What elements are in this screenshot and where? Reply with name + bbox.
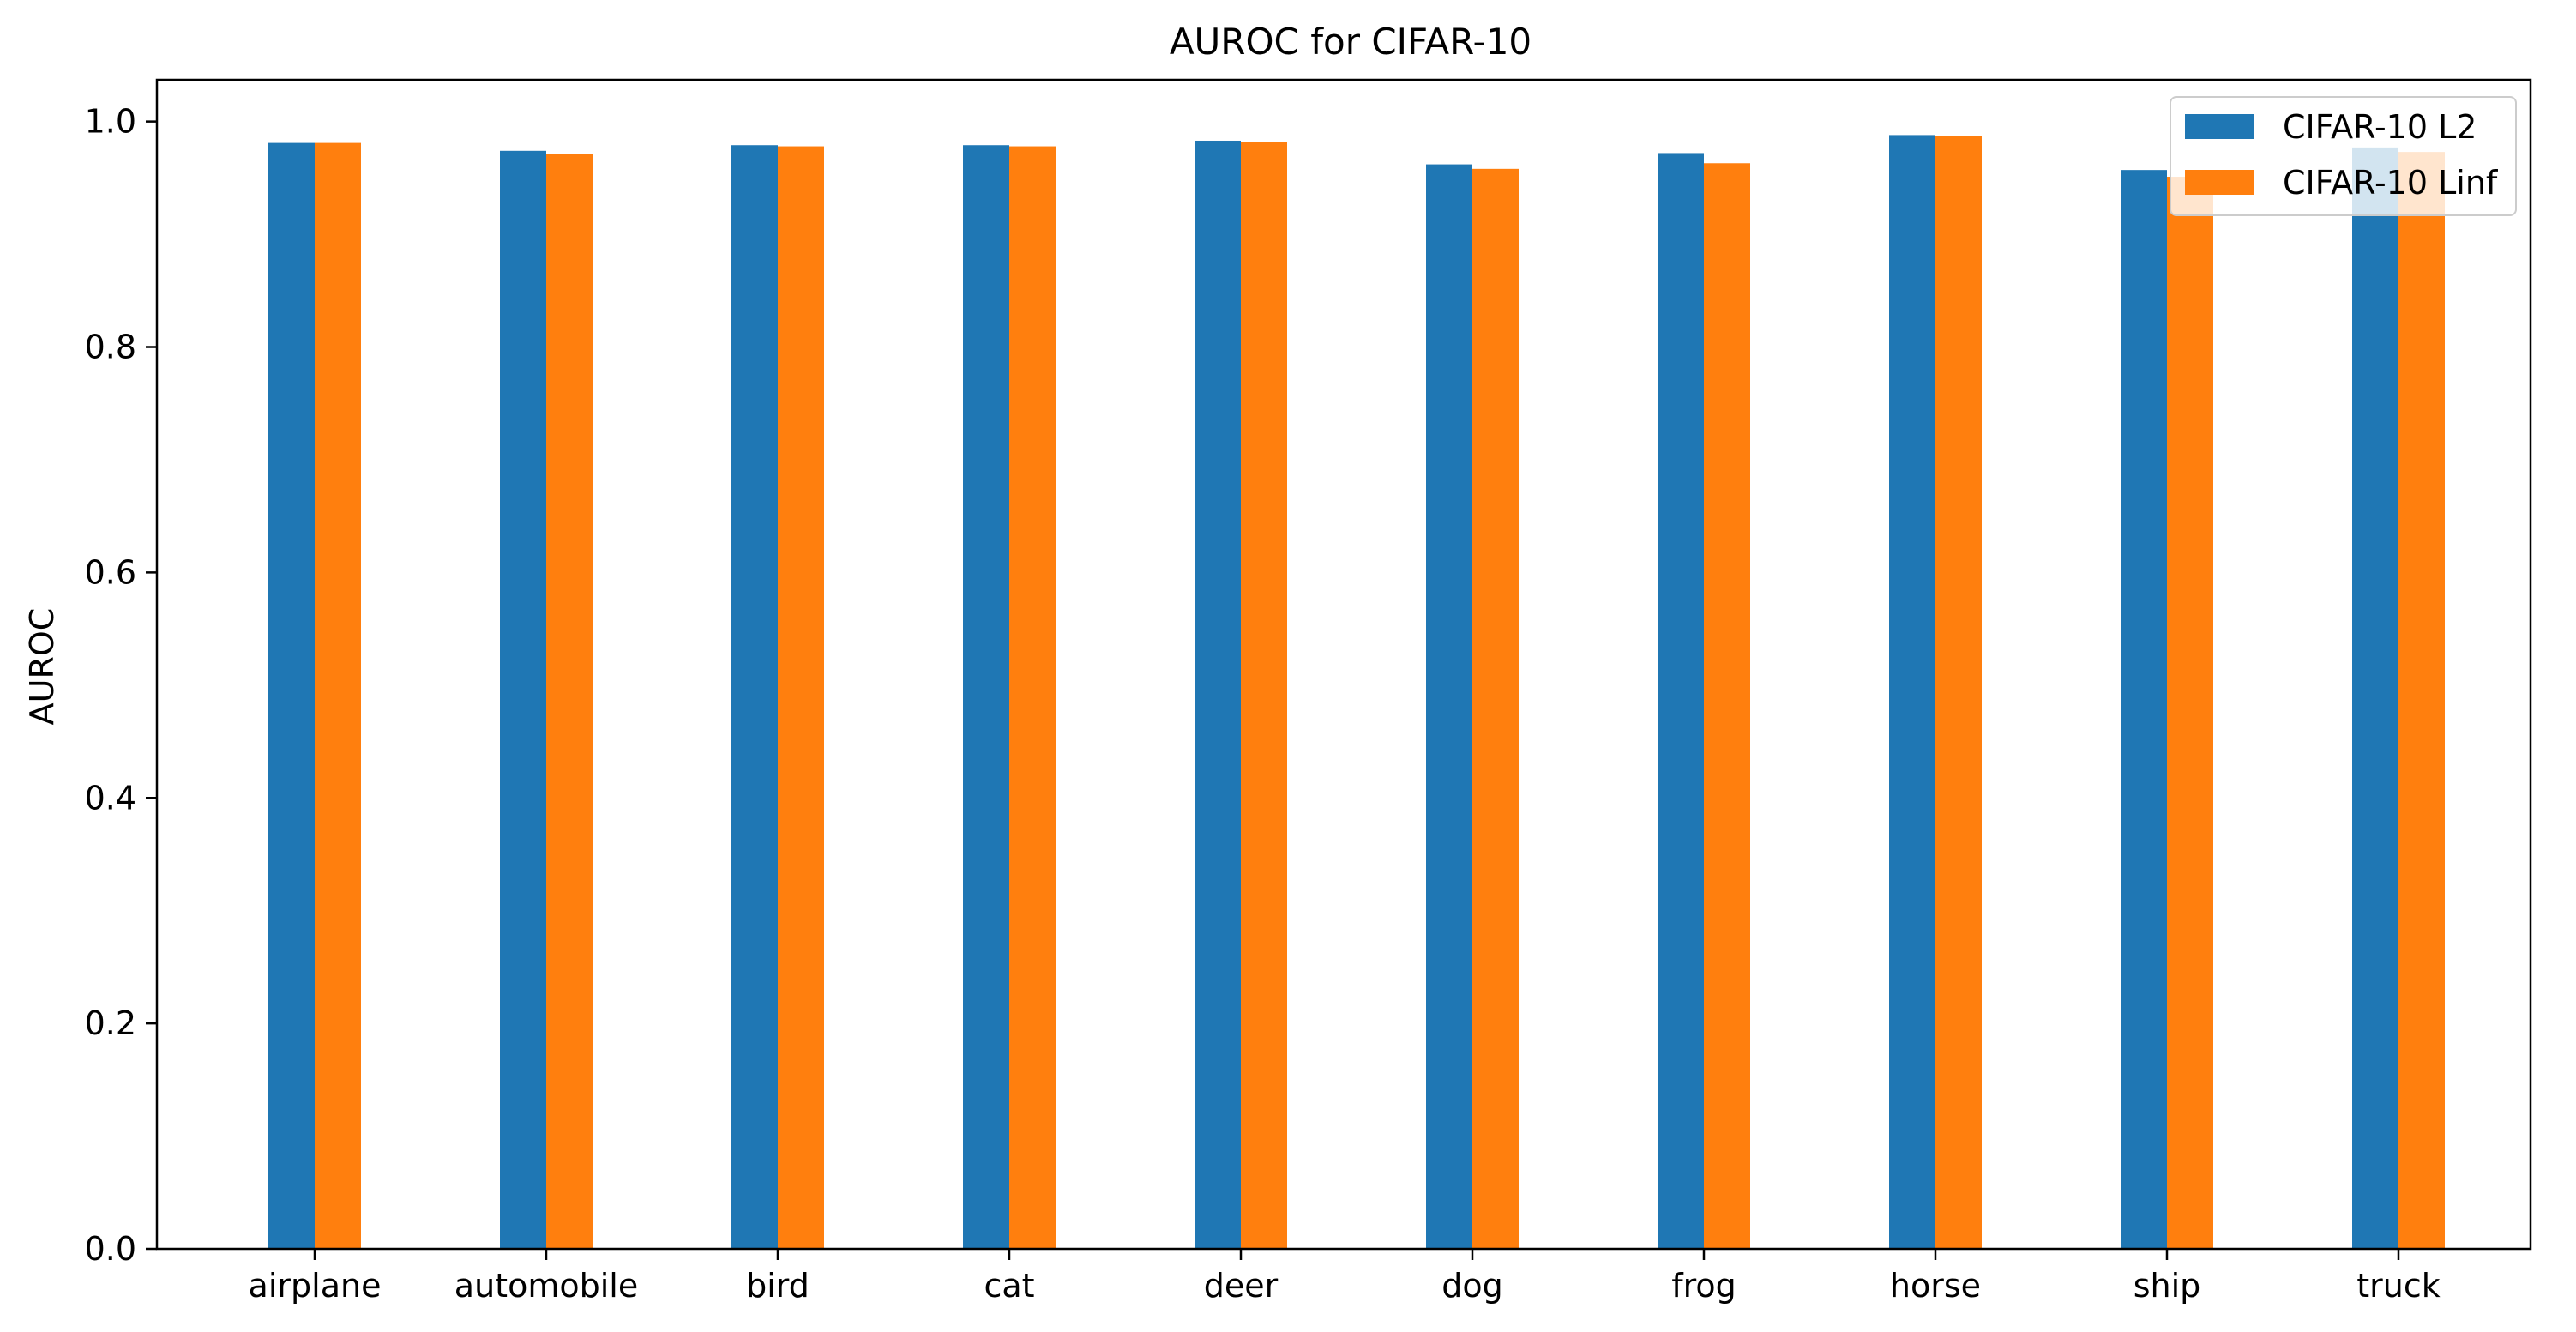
bar-linf-truck — [2398, 152, 2445, 1249]
bar-l2-frog — [1658, 153, 1704, 1249]
bar-linf-automobile — [546, 154, 593, 1250]
y-tick-label: 0.6 — [85, 553, 136, 591]
x-tick-label: automobile — [454, 1267, 638, 1305]
bar-linf-airplane — [315, 142, 361, 1250]
legend: CIFAR-10 L2 CIFAR-10 Linf — [2170, 96, 2517, 216]
chart-title: AUROC for CIFAR-10 — [1170, 21, 1532, 63]
x-tick-label: ship — [2134, 1267, 2201, 1305]
y-axis-label: AUROC — [23, 608, 61, 726]
legend-label-linf: CIFAR-10 Linf — [2283, 164, 2499, 202]
bar-l2-deer — [1195, 140, 1241, 1250]
bar-linf-dog — [1472, 168, 1519, 1250]
bar-l2-horse — [1889, 135, 1935, 1249]
y-tick-label: 0.8 — [85, 328, 136, 366]
x-tick-label: bird — [746, 1267, 810, 1305]
legend-swatch-linf — [2185, 170, 2254, 195]
legend-box — [2170, 96, 2517, 216]
bar-linf-deer — [1241, 142, 1287, 1249]
bar-linf-ship — [2167, 177, 2213, 1250]
y-tick-label: 1.0 — [85, 103, 136, 141]
bar-l2-ship — [2121, 170, 2167, 1250]
bar-l2-airplane — [268, 142, 315, 1250]
y-axis: 0.0 0.2 0.4 0.6 0.8 1.0 — [85, 103, 157, 1268]
y-tick-label: 0.0 — [85, 1230, 136, 1268]
bar-linf-cat — [1009, 146, 1056, 1249]
x-tick-label: cat — [984, 1267, 1034, 1305]
x-tick-label: frog — [1671, 1267, 1736, 1305]
plot-frame — [155, 78, 2532, 1251]
x-tick-label: dog — [1441, 1267, 1503, 1305]
bar-l2-truck — [2352, 147, 2398, 1250]
bar-l2-dog — [1426, 164, 1472, 1249]
x-tick-label: deer — [1204, 1267, 1279, 1305]
plot-area — [268, 135, 2445, 1250]
x-tick-label: truck — [2356, 1267, 2441, 1305]
y-tick-label: 0.4 — [85, 779, 136, 817]
bar-linf-horse — [1935, 136, 1982, 1250]
bar-l2-cat — [963, 145, 1009, 1249]
legend-label-l2: CIFAR-10 L2 — [2283, 108, 2477, 146]
y-tick-label: 0.2 — [85, 1004, 136, 1042]
legend-swatch-l2 — [2185, 114, 2254, 139]
bar-linf-frog — [1704, 163, 1750, 1249]
x-tick-label: airplane — [249, 1267, 382, 1305]
bar-linf-bird — [778, 146, 824, 1249]
x-tick-label: horse — [1890, 1267, 1981, 1305]
bar-l2-automobile — [500, 150, 546, 1250]
bar-l2-bird — [731, 145, 778, 1249]
x-axis: airplane automobile bird cat deer dog frog hors… — [249, 1249, 2441, 1305]
